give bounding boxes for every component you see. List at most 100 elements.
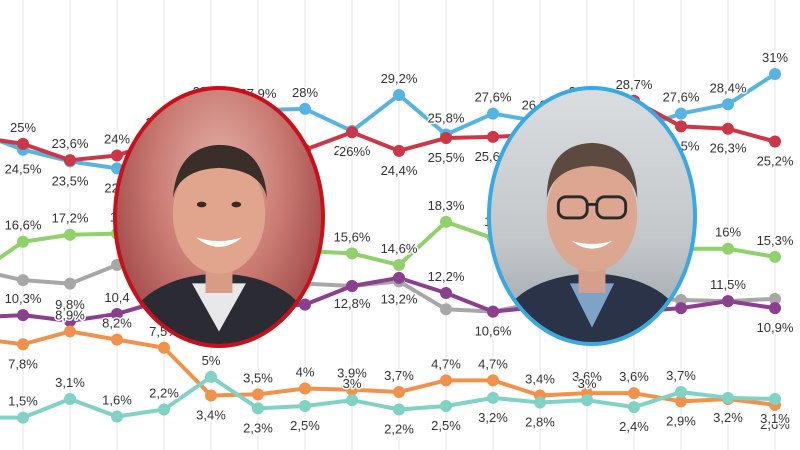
data-point	[675, 107, 687, 120]
data-point	[111, 333, 123, 346]
series-labels: 24,5%23,5%22,928,1%27,9%28%26,1%29,2%25,…	[3, 48, 795, 438]
data-label: 3,6%	[572, 369, 602, 384]
data-point	[769, 292, 781, 305]
data-label: 2,4%	[619, 419, 649, 434]
data-point	[581, 394, 593, 407]
data-point	[769, 135, 781, 148]
data-point	[440, 286, 452, 299]
data-label: 25%	[10, 120, 36, 135]
data-point	[17, 274, 29, 287]
data-point	[158, 403, 170, 416]
data-point	[769, 302, 781, 315]
data-point	[487, 130, 499, 143]
data-label: 23,6%	[52, 136, 89, 151]
data-point	[769, 393, 781, 406]
data-label: 2,2%	[384, 421, 414, 436]
data-label: 8,9%	[55, 307, 85, 322]
data-point	[64, 325, 76, 338]
data-point	[17, 411, 29, 424]
data-label: 28,7%	[616, 77, 653, 92]
data-point	[205, 389, 217, 402]
data-point	[393, 271, 405, 284]
data-label: 25,5%	[428, 150, 465, 165]
data-label: 10,9%	[757, 320, 794, 335]
data-point	[722, 122, 734, 135]
series-line-7fd2c4	[0, 374, 777, 420]
data-label: 28%	[292, 85, 318, 100]
data-point	[64, 277, 76, 290]
data-point	[17, 309, 29, 322]
data-point	[440, 303, 452, 316]
man-portrait-icon	[127, 144, 311, 344]
data-point	[111, 307, 123, 320]
data-label: 25,2%	[757, 154, 794, 169]
data-point	[393, 259, 405, 272]
data-label: 3,9%	[337, 366, 367, 381]
man-with-glasses-portrait-icon	[500, 142, 684, 342]
data-label: 26,3%	[710, 141, 747, 156]
data-point	[440, 400, 452, 412]
data-label: 10,4	[104, 290, 129, 305]
data-point	[111, 149, 123, 162]
data-label: 3,7%	[666, 368, 696, 383]
data-label: 10,3%	[5, 291, 42, 306]
data-label: 24,5%	[5, 162, 42, 177]
data-label: 2,9%	[666, 413, 696, 428]
data-label: 8,2%	[102, 316, 132, 331]
data-point	[440, 374, 452, 387]
data-label: 1,5%	[8, 394, 38, 409]
data-point	[299, 400, 311, 412]
data-label: 3,2%	[478, 410, 508, 425]
data-label: 29,2%	[381, 71, 418, 86]
data-label: 3%	[343, 376, 362, 391]
data-label: 27,6%	[475, 90, 512, 105]
data-label: 2,6%	[760, 417, 790, 432]
data-label: 3,2%	[713, 410, 743, 425]
data-label: 4,7%	[431, 356, 461, 371]
data-point	[346, 247, 358, 260]
data-point	[346, 394, 358, 407]
data-point	[534, 396, 546, 409]
data-label: 9,8%	[55, 297, 85, 312]
data-point	[346, 280, 358, 293]
data-label: 31%	[762, 50, 788, 65]
portrait-right	[487, 86, 697, 346]
data-point	[487, 107, 499, 120]
data-point	[346, 126, 358, 139]
data-label: 28,4%	[710, 80, 747, 95]
data-label: 2,3%	[243, 420, 273, 435]
data-point	[769, 67, 781, 80]
data-label: 3,7%	[384, 368, 414, 383]
data-label: 18,3%	[428, 198, 465, 213]
series-line-f2924a	[0, 329, 777, 407]
data-point	[252, 402, 264, 415]
data-point	[487, 305, 499, 318]
data-point	[17, 137, 29, 150]
data-point	[299, 102, 311, 115]
data-point	[487, 374, 499, 387]
data-label: 2,5%	[290, 418, 320, 433]
data-point	[64, 314, 76, 327]
data-label: 7,8%	[8, 356, 38, 371]
data-point	[675, 395, 687, 408]
data-label: 3,1%	[713, 411, 743, 426]
data-point	[393, 386, 405, 399]
data-point	[64, 228, 76, 241]
data-label: 4,7%	[478, 356, 508, 371]
data-label: 17,2%	[52, 211, 89, 226]
data-point	[722, 98, 734, 111]
data-point	[393, 88, 405, 101]
data-point	[628, 401, 640, 414]
data-point	[675, 120, 687, 133]
data-point	[205, 370, 217, 383]
data-point	[158, 341, 170, 354]
data-label: 3,1%	[760, 411, 790, 426]
data-point	[675, 386, 687, 399]
data-label: 5%	[202, 353, 221, 368]
data-label: 15,3%	[757, 233, 794, 248]
data-label: 4%	[296, 365, 315, 380]
data-point	[440, 215, 452, 228]
data-label: 12,8%	[334, 296, 371, 311]
data-label: 3,4%	[525, 372, 555, 387]
data-label: 3,4%	[196, 408, 226, 423]
